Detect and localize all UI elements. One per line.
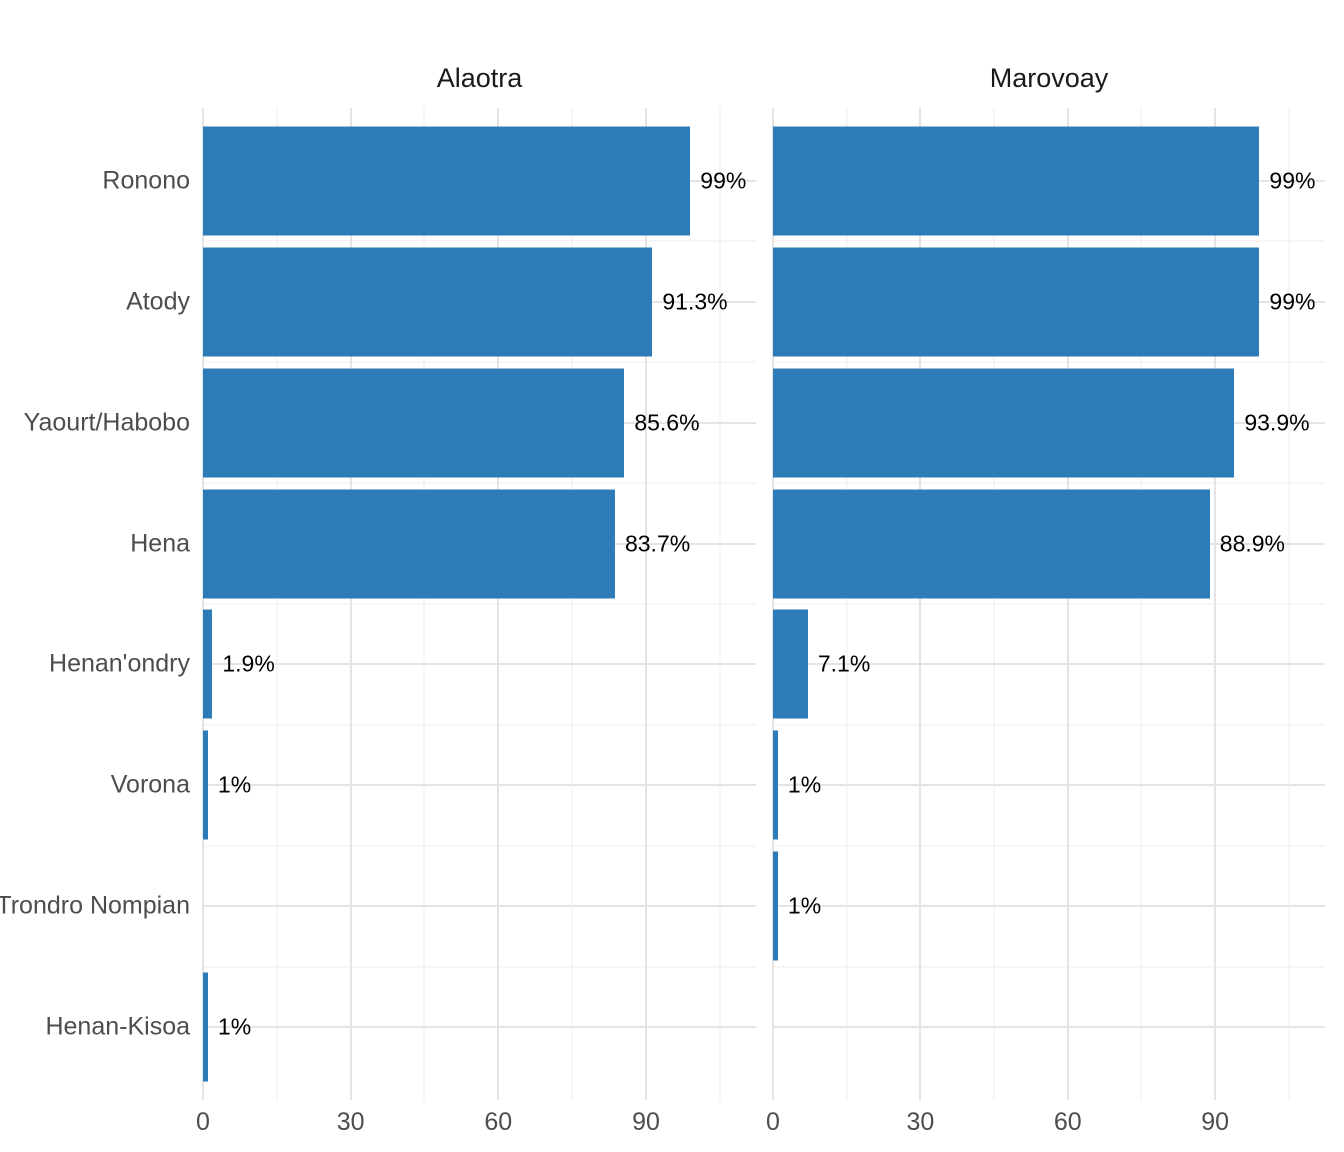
x-axis-tick-label: 90 [632,1108,660,1136]
gridline-minor-y [203,361,756,363]
gridline-minor-y [773,845,1325,847]
gridline-minor-y [203,482,756,484]
gridline-major-x [919,108,922,1100]
gridline-minor-y [203,845,756,847]
bar-atody [203,247,653,357]
x-axis-tick-label: 30 [906,1108,935,1136]
value-label: 88.9% [1219,530,1285,556]
bar-hena [203,489,615,598]
gridline-minor-y [203,724,756,726]
bar-yaourt-habobo [203,368,625,478]
category-label: Henan-Kisoa [45,1012,190,1041]
gridline-minor-y [773,482,1325,484]
gridline-minor-x [719,108,721,1100]
gridline-minor-y [203,603,756,605]
bar-hena [773,489,1210,598]
value-label: 93.9% [1244,409,1310,436]
gridline-minor-x [993,108,995,1100]
bar-yaourt-habobo [773,368,1235,478]
bar-vorona [773,730,778,840]
x-axis-tick-label: 60 [1053,1108,1082,1136]
bar-ronono [773,126,1260,236]
x-axis-marovoay: 0 30 60 90 [766,1100,1325,1152]
value-label: 1% [787,892,822,919]
panel-alaotra: 99% 91.3% 85.6% 83.7% 1.9% 1% 1% [202,108,756,1100]
gridline-major-y [203,905,756,908]
bar-vorona [203,730,208,840]
gridline-major-x [202,108,204,1100]
gridline-major-y [203,663,756,666]
gridline-major-y [773,905,1325,908]
gridline-minor-y [203,966,756,968]
gridline-major-x [497,108,500,1100]
gridline-minor-y [203,240,756,242]
gridline-minor-x [1140,108,1142,1100]
category-label: Atody [126,287,190,316]
y-axis-category-labels: Ronono Atody Yaourt/Habobo Hena Henan'ondry V… [0,108,203,1100]
gridline-major-y [773,1026,1325,1029]
panel-marovoay: 99% 99% 93.9% 88.9% 7.1% 1% 1% [772,108,1325,1100]
gridline-minor-x [276,108,278,1100]
bar-henan-ondry [773,609,808,719]
value-label: 91.3% [662,288,728,315]
value-label: 99% [1269,167,1316,194]
bar-henan-kisoa [203,972,208,1082]
value-label: 85.6% [634,409,700,436]
gridline-minor-x [423,108,425,1100]
bar-trondro-nompian [773,851,778,961]
gridline-major-x [1214,108,1217,1100]
x-axis-tick-label: 0 [766,1108,780,1136]
gridline-major-y [203,784,756,787]
value-label: 1.9% [222,650,275,677]
x-axis-tick-label: 90 [1201,1108,1230,1136]
x-axis-tick-label: 0 [196,1108,210,1136]
category-label: Hena [130,529,190,557]
gridline-major-x [349,108,352,1100]
gridline-minor-x [846,108,848,1100]
category-label: Ronono [102,166,190,195]
value-label: 1% [217,1013,252,1040]
bar-henan-ondry [203,609,213,719]
value-label: 83.7% [624,530,691,556]
bar-atody [773,247,1260,357]
gridline-major-x [644,108,647,1100]
category-label: Trondro Nompian [0,891,190,920]
gridline-major-x [772,108,774,1100]
category-label: Henan'ondry [49,649,190,678]
value-label: 99% [700,167,747,194]
gridline-minor-y [773,240,1325,242]
gridline-minor-y [773,724,1325,726]
x-axis-alaotra: 0 30 60 90 [196,1100,756,1152]
gridline-minor-y [773,966,1325,968]
gridline-major-y [773,784,1325,787]
category-label: Vorona [110,770,190,799]
facet-title-alaotra: Alaotra [436,63,523,93]
gridline-minor-y [773,361,1325,363]
value-label: 7.1% [817,650,871,677]
x-axis-tick-label: 30 [336,1108,365,1136]
gridline-major-x [1066,108,1069,1100]
facet-title-marovoay: Marovoay [989,63,1109,93]
x-axis-tick-label: 60 [484,1108,513,1136]
bar-ronono [203,126,691,236]
category-label: Yaourt/Habobo [23,408,190,437]
gridline-minor-x [571,108,573,1100]
gridline-major-y [203,1026,756,1029]
gridline-major-y [773,663,1325,666]
value-label: 1% [787,771,822,798]
gridline-minor-x [1288,108,1290,1100]
value-label: 1% [217,771,252,798]
gridline-minor-y [773,603,1325,605]
value-label: 99% [1269,288,1316,315]
